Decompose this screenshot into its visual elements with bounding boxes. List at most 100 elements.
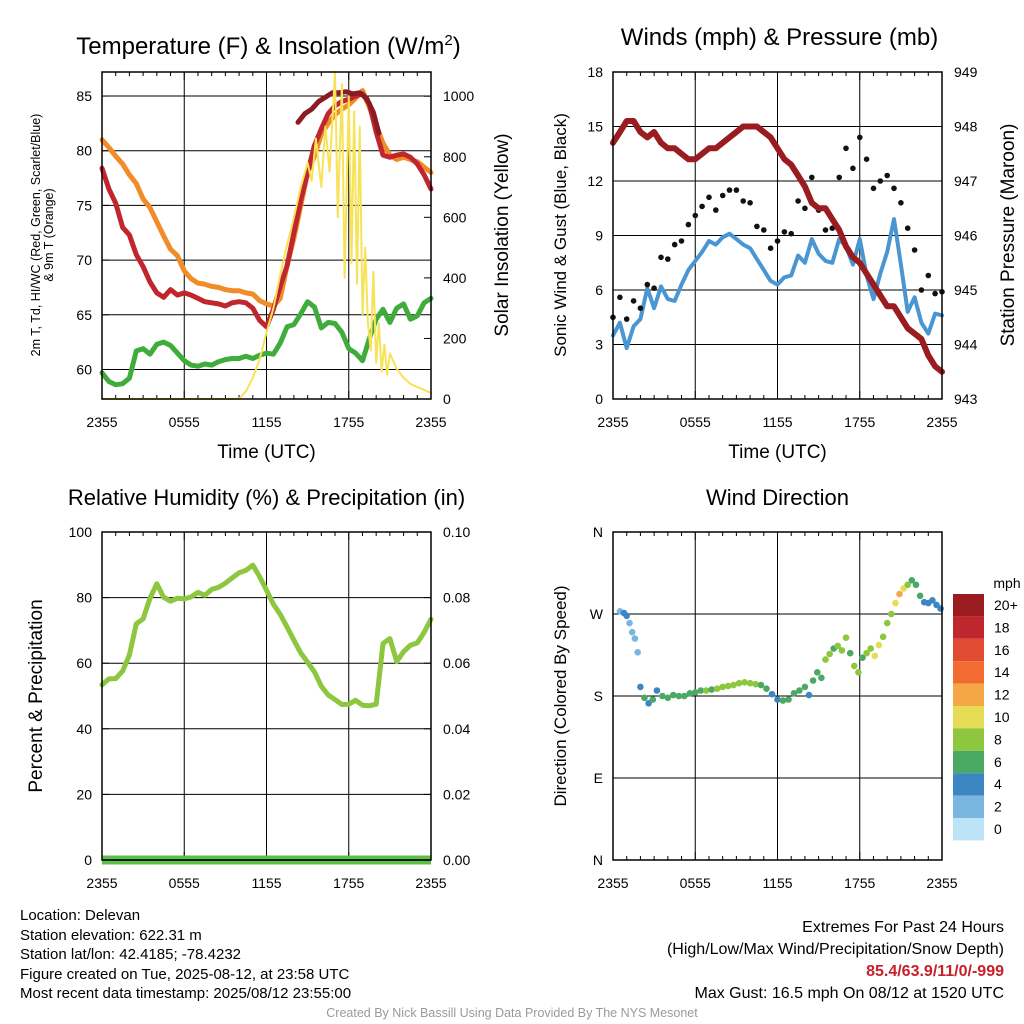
y2-tick-label: 200 xyxy=(443,330,467,346)
gust-point xyxy=(809,174,815,181)
y2-tick-label: 0 xyxy=(443,391,451,407)
direction-point xyxy=(937,605,944,612)
direction-point xyxy=(875,641,883,649)
direction-point xyxy=(796,687,803,694)
gust-point xyxy=(898,200,904,206)
direction-point xyxy=(713,685,721,692)
y-tick-label: N xyxy=(593,524,603,540)
y2-tick-label: 0.04 xyxy=(443,721,470,737)
x-tick-label: 2355 xyxy=(86,875,117,891)
colorbar-swatch xyxy=(953,638,984,662)
direction-point xyxy=(846,649,854,657)
y-tick-label: 6 xyxy=(595,282,603,298)
y-tick-label: 80 xyxy=(76,590,92,606)
x-axis-label: Time (UTC) xyxy=(728,442,827,463)
panel-3-axes xyxy=(101,531,432,861)
y2-tick-label: 0.00 xyxy=(443,852,470,868)
colorbar-label: 10 xyxy=(994,709,1010,725)
x-tick-label: 2355 xyxy=(415,875,446,891)
x-tick-label: 0555 xyxy=(680,875,711,891)
extremes-legend: (High/Low/Max Wind/Precipitation/Snow De… xyxy=(666,941,1004,958)
colorbar-label: 14 xyxy=(994,664,1010,680)
x-tick-label: 1155 xyxy=(251,875,281,891)
gust-point xyxy=(665,256,671,262)
y-tick-label: 9 xyxy=(595,228,603,244)
gust-point xyxy=(781,229,788,235)
gust-point xyxy=(850,165,856,172)
station-info: Location: Delevan Station elevation: 622… xyxy=(20,906,351,1004)
x-tick-label: 0555 xyxy=(169,875,200,891)
gust-point xyxy=(617,294,623,301)
x-tick-label: 1155 xyxy=(762,875,792,891)
colorbar-label: 12 xyxy=(994,687,1010,703)
direction-point xyxy=(879,633,887,641)
direction-point xyxy=(801,683,809,691)
y2-tick-label: 0.08 xyxy=(443,590,470,606)
direction-point xyxy=(855,669,862,676)
direction-point xyxy=(708,686,715,693)
y-axis-label: 2m T, Td, HI/WC (Red, Green, Scarlet/Blu… xyxy=(29,114,56,357)
gust-point xyxy=(747,200,753,206)
colorbar-swatch xyxy=(953,728,984,751)
x-tick-label: 1155 xyxy=(251,414,281,430)
gust-point xyxy=(713,207,719,213)
wind-series-line-1 xyxy=(611,217,944,351)
gust-point xyxy=(658,254,664,261)
direction-point xyxy=(842,634,850,641)
gust-point xyxy=(637,305,644,312)
gust-point xyxy=(932,290,938,297)
gust-points xyxy=(610,134,945,322)
y-axis-label: Percent & Precipitation xyxy=(26,599,47,792)
station-elevation: Station elevation: 622.31 m xyxy=(20,926,202,944)
direction-point xyxy=(641,694,648,702)
x-tick-label: 0555 xyxy=(169,414,200,430)
direction-point xyxy=(790,690,798,697)
station-latlon: Station lat/lon: 42.4185; -78.4232 xyxy=(20,946,242,963)
y-tick-label: W xyxy=(590,606,604,622)
colorbar-label: 18 xyxy=(994,619,1010,635)
gust-point xyxy=(692,212,699,219)
y2-tick-label: 946 xyxy=(954,228,978,244)
y-tick-label: 3 xyxy=(595,337,603,353)
direction-point xyxy=(809,677,817,684)
y-tick-label: E xyxy=(594,770,603,786)
y-tick-label: 85 xyxy=(76,88,92,104)
y-tick-label: N xyxy=(593,852,603,868)
y-tick-label: 0 xyxy=(84,852,92,868)
gust-point xyxy=(788,230,794,237)
direction-point xyxy=(851,662,858,670)
direction-point xyxy=(871,652,879,660)
gust-point xyxy=(911,247,918,253)
chart-title: Relative Humidity (%) & Precipitation (i… xyxy=(68,485,465,510)
humidity-line xyxy=(99,562,434,709)
direction-point xyxy=(623,612,630,620)
direction-point xyxy=(628,628,636,636)
extremes-info: Extremes For Past 24 Hours (High/Low/Max… xyxy=(667,917,1004,1005)
gust-point xyxy=(754,223,760,230)
direction-point xyxy=(730,681,737,689)
y2-tick-label: 0.10 xyxy=(443,524,470,540)
colorbar-swatch xyxy=(953,773,984,796)
direction-points xyxy=(616,577,944,707)
gust-point xyxy=(802,205,808,212)
gust-point xyxy=(706,194,712,201)
gust-point xyxy=(877,178,884,184)
colorbar-swatch xyxy=(953,706,984,729)
direction-point xyxy=(916,592,924,600)
direction-point xyxy=(735,679,743,687)
plot-frame xyxy=(612,531,943,861)
y-tick-label: 0 xyxy=(595,391,603,407)
y-axis-label: Direction (Colored By Speed) xyxy=(551,585,570,806)
x-tick-label: 2355 xyxy=(926,414,957,430)
y2-tick-label: 1000 xyxy=(443,88,474,104)
direction-point xyxy=(719,683,726,691)
colorbar-label: 4 xyxy=(994,776,1002,792)
panel-2-axes xyxy=(612,71,943,400)
colorbar-swatch xyxy=(953,795,984,818)
gust-point xyxy=(774,238,781,244)
direction-point xyxy=(686,690,694,697)
direction-point xyxy=(785,696,792,703)
station-location: Location: Delevan xyxy=(20,907,141,924)
gust-point xyxy=(767,245,774,251)
direction-point xyxy=(859,654,866,661)
